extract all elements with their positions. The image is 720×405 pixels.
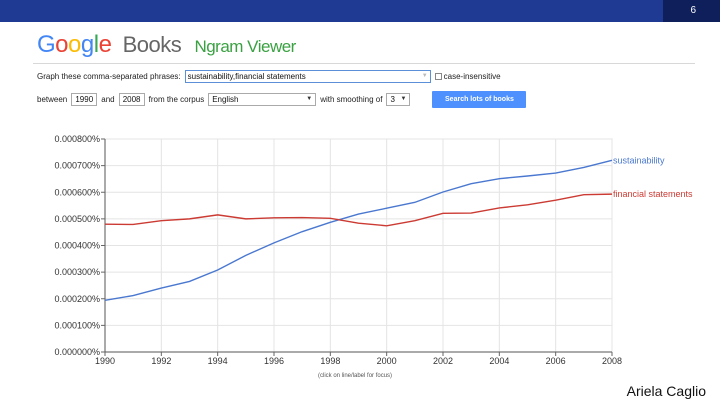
y-tick-label: 0.000200% (54, 294, 100, 304)
y-tick-label: 0.000300% (54, 267, 100, 277)
and-label: and (101, 94, 115, 104)
corpus-label: from the corpus (148, 94, 205, 104)
logo-letter: e (98, 31, 112, 58)
x-tick-label: 2006 (546, 356, 566, 366)
between-label: between (37, 94, 68, 104)
start-year-input[interactable]: 1990 (71, 92, 98, 106)
google-wordmark: Google (37, 31, 118, 58)
y-axis-ticks: 0.000000% 0.000100% 0.000200% 0.000300% 0.00… (54, 134, 105, 357)
smoothing-select[interactable]: 3 ▼ (386, 92, 411, 106)
slide-top-bar: 6 (0, 0, 720, 22)
google-books-logo[interactable]: Google Books Ngram Viewer (37, 31, 296, 59)
x-tick-label: 1992 (151, 356, 171, 366)
y-tick-label: 0.000400% (54, 241, 100, 251)
chart-grid (104, 138, 613, 353)
slide-author: Ariela Caglio (626, 383, 706, 399)
x-tick-label: 2008 (602, 356, 622, 366)
options-row: between 1990 and 2008 from the corpus En… (37, 90, 527, 108)
series-label[interactable]: sustainability (613, 155, 665, 165)
x-tick-label: 2004 (489, 356, 509, 366)
y-tick-label: 0.000500% (54, 214, 100, 224)
corpus-select[interactable]: English ▼ (208, 92, 317, 106)
chart-series[interactable]: sustainability financial statements (104, 155, 693, 302)
series-line-financial-statements[interactable] (104, 193, 613, 227)
logo-letter: l (93, 31, 99, 58)
smoothing-label: with smoothing of (320, 94, 383, 104)
x-tick-label: 1994 (208, 356, 228, 366)
series-label[interactable]: financial statements (613, 189, 693, 199)
y-tick-label: 0.000700% (54, 161, 100, 171)
logo-letter: G (37, 31, 56, 58)
phrases-input-value: sustainability,financial statements (187, 71, 306, 81)
x-tick-label: 1990 (95, 356, 115, 366)
x-tick-label: 2000 (377, 356, 397, 366)
phrases-input[interactable]: sustainability,financial statements ▼ (184, 69, 431, 83)
corpus-value: English (212, 94, 239, 104)
slide-top-bar-accent (663, 0, 720, 22)
header-divider (33, 63, 695, 64)
logo-letter: o (68, 31, 81, 58)
chevron-down-icon[interactable]: ▼ (421, 73, 428, 79)
ngram-viewer-title: Ngram Viewer (194, 37, 296, 56)
y-tick-label: 0.000600% (54, 187, 100, 197)
y-tick-label: 0.000100% (54, 320, 100, 330)
x-axis-ticks: 1990 1992 1994 1996 1998 2000 2002 2004 2006 2008 (95, 352, 622, 366)
logo-letter: g (80, 31, 94, 58)
phrase-row: Graph these comma-separated phrases: sus… (37, 68, 501, 84)
chart-caption: (click on line/label for focus) (318, 373, 393, 379)
search-button[interactable]: Search lots of books (432, 90, 527, 108)
chevron-down-icon: ▼ (400, 96, 407, 102)
x-tick-label: 1998 (320, 356, 340, 366)
books-wordmark: Books (122, 32, 182, 57)
case-insensitive-label: case-insensitive (443, 71, 501, 81)
y-tick-label: 0.000800% (54, 134, 100, 144)
logo-letter: o (55, 31, 69, 58)
slide-number: 6 (690, 5, 696, 16)
phrases-label: Graph these comma-separated phrases: (37, 71, 181, 81)
x-tick-label: 2002 (433, 356, 453, 366)
x-tick-label: 1996 (264, 356, 284, 366)
end-year-input[interactable]: 2008 (118, 92, 145, 106)
series-line-sustainability[interactable] (104, 159, 613, 302)
y-tick-label: 0.000000% (54, 347, 100, 357)
smoothing-value: 3 (390, 94, 395, 104)
chevron-down-icon: ▼ (306, 96, 313, 102)
case-insensitive-checkbox[interactable] (434, 72, 442, 80)
